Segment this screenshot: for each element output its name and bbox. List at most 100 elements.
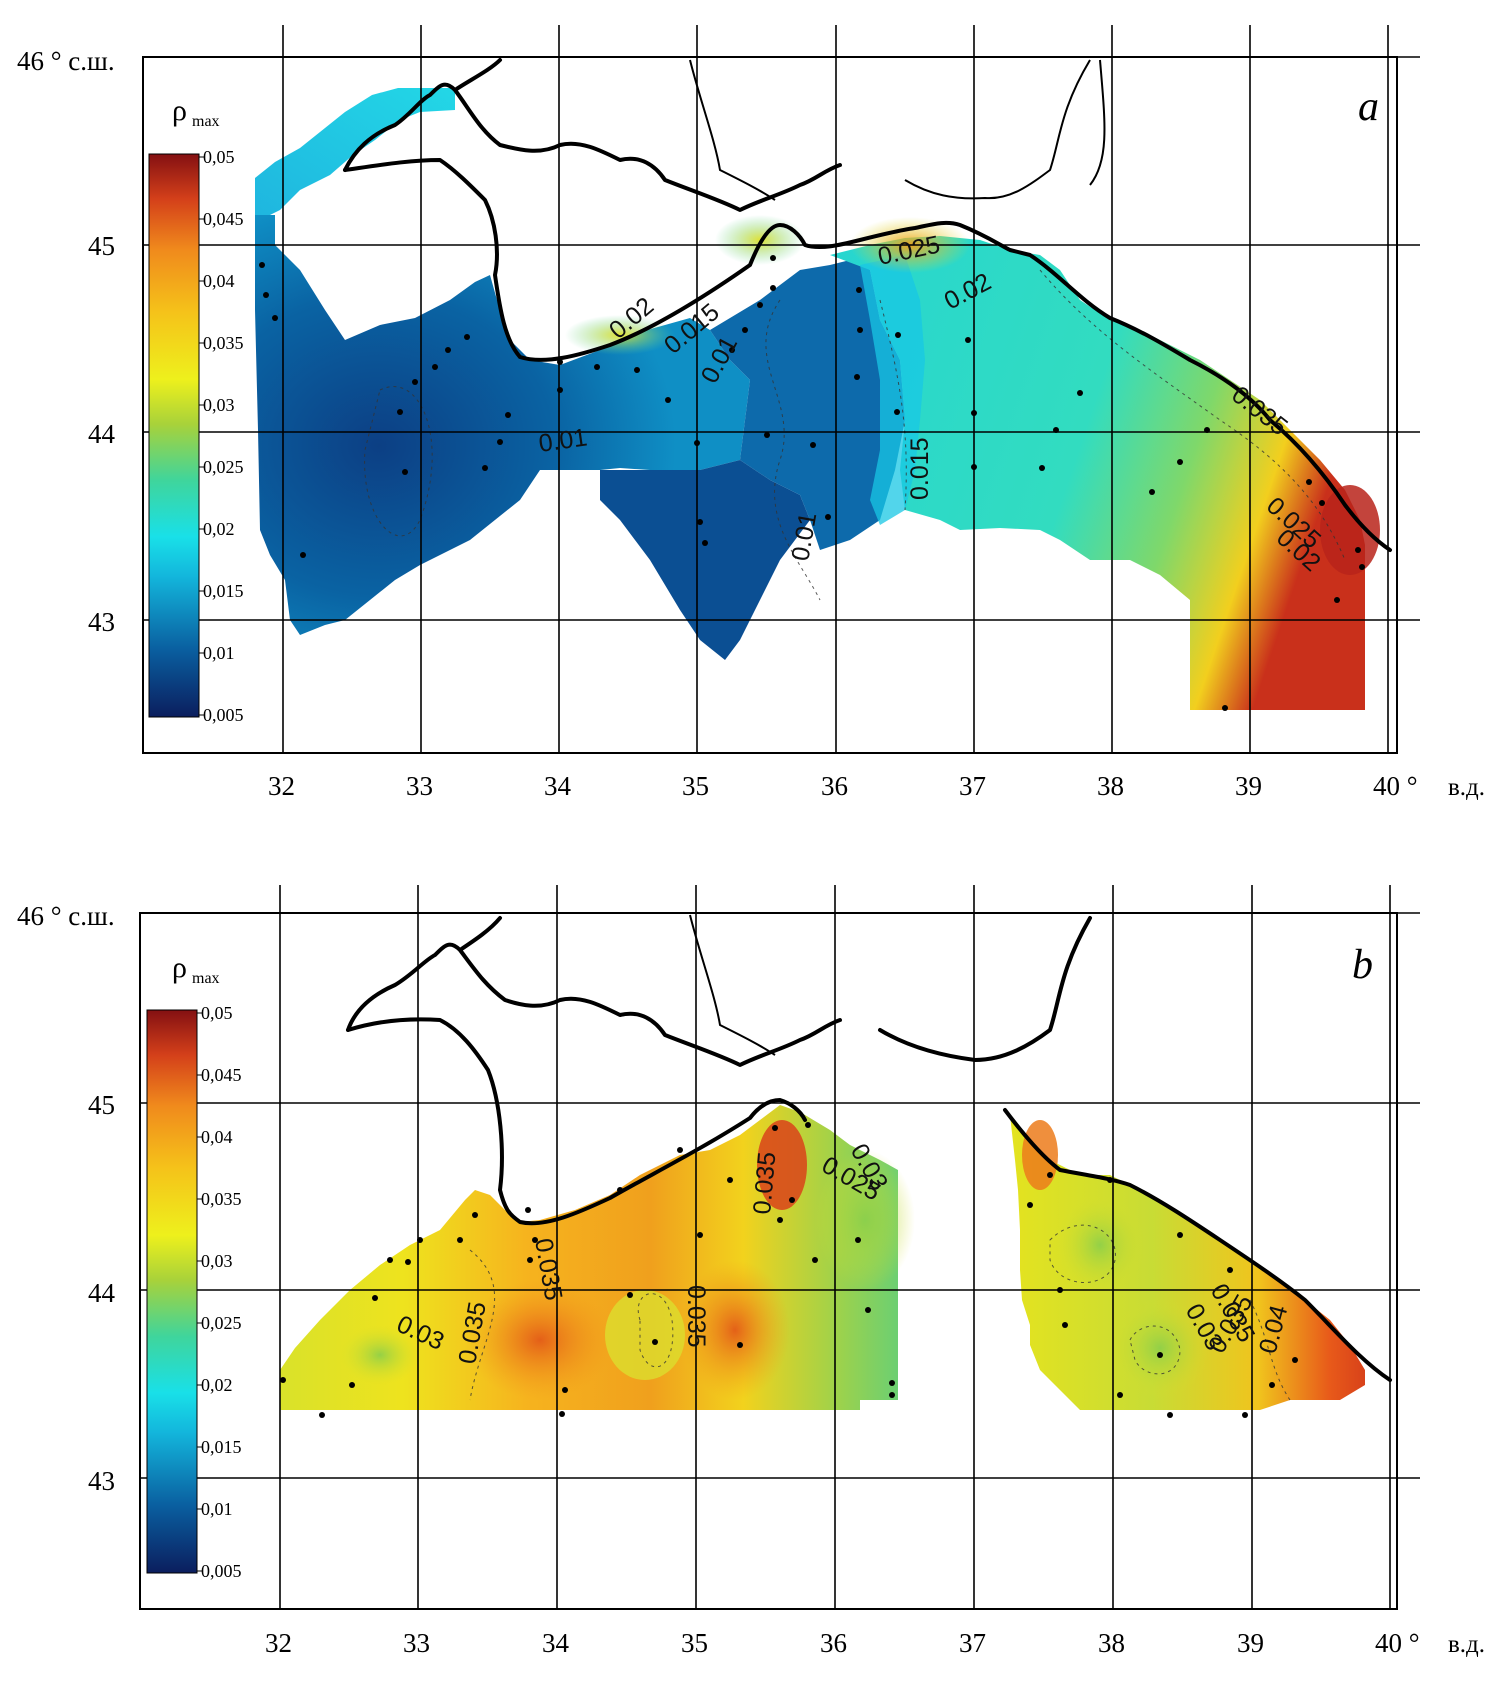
lon-label: 38: [1097, 771, 1124, 801]
lon-unit: в.д.: [1448, 1631, 1485, 1658]
panel-b-green-spot: [1110, 1298, 1210, 1398]
colorbar-tick-label: 0,05: [203, 147, 235, 167]
contour-label: 0.035: [682, 1285, 710, 1348]
panel-a-isoline: [364, 386, 433, 537]
panel-b-field-east: [1010, 1115, 1365, 1410]
lon-label: 40 °: [1375, 1628, 1420, 1658]
panel-b-green-spot: [1055, 1195, 1145, 1295]
colorbar-gradient: [146, 1009, 198, 1574]
colorbar-tick-label: 0,035: [203, 333, 244, 353]
colorbar-title: ρ: [172, 951, 187, 984]
colorbar-tick-label: 0,01: [203, 643, 235, 663]
colorbar-tick-label: 0,02: [201, 1375, 233, 1395]
lon-label: 35: [682, 771, 709, 801]
lat-label: 44: [88, 1278, 116, 1308]
panel-a-letter: a: [1358, 84, 1379, 130]
lon-label: 36: [821, 771, 848, 801]
lon-label: 33: [406, 771, 433, 801]
lon-label: 35: [681, 1628, 708, 1658]
lat-label: 46 ° с.ш.: [17, 46, 115, 76]
panel-b-orange-spot: [1022, 1120, 1058, 1190]
panel-b-hot-spot: [757, 1120, 807, 1210]
colorbar-title: ρ: [172, 94, 187, 127]
lon-label: 36: [820, 1628, 847, 1658]
colorbar-tick-label: 0,015: [201, 1437, 242, 1457]
lon-label: 34: [544, 771, 572, 801]
panel-b-graticule: [140, 885, 1420, 1609]
lat-label: 44: [88, 419, 116, 449]
panel-b-green-spot: [815, 1150, 915, 1290]
panel-b-azov-coast: [689, 914, 776, 1056]
panel-a-field-central: [710, 260, 905, 550]
lat-label: 45: [88, 1090, 115, 1120]
colorbar-subtitle: max: [192, 970, 220, 987]
colorbar-tick-label: 0,03: [201, 1251, 233, 1271]
lon-label: 37: [959, 771, 986, 801]
panel-b-stations: [280, 1122, 1298, 1418]
panel-b: 0.035 0.03 0.025 0.035 0.035 0.035 0.03 …: [17, 885, 1485, 1658]
panel-a-crimea-north: [343, 58, 842, 212]
panel-a-yellow-spot-2: [565, 315, 675, 355]
panel-a-field-ring: [860, 255, 925, 525]
colorbar-tick-label: 0,05: [201, 1003, 233, 1023]
panel-a-field-trough: [600, 460, 810, 660]
panel-b-contour-labels: 0.035 0.03 0.025 0.035 0.035 0.035 0.03 …: [392, 1139, 1293, 1366]
panel-a-field-east: [830, 236, 1365, 710]
panel-a-crimea-coastline: [343, 158, 1392, 552]
panel-a-lon-labels: 32 33 34 35 36 37 38 39 40 ° в.д.: [268, 771, 1485, 801]
colorbar-subtitle: max: [192, 113, 220, 130]
panel-a-azov-coast: [689, 59, 1106, 201]
panel-a: 0.025 0.02 0.02 0.015 0.01 0.01 0.015 0.…: [17, 25, 1485, 801]
colorbar-tick-label: 0,045: [203, 209, 244, 229]
panel-b-isoline: [1049, 1224, 1116, 1283]
colorbar-tick-label: 0,03: [203, 395, 235, 415]
panel-b-hot-spot: [465, 1280, 615, 1400]
panel-a-field-west: [255, 215, 750, 635]
colorbar-tick-label: 0,01: [201, 1499, 233, 1519]
panel-b-crimea-coastline: [346, 1017, 1392, 1382]
lat-label: 43: [88, 1466, 115, 1496]
panel-a-isoline: [765, 299, 821, 601]
lat-label: 43: [88, 607, 115, 637]
panel-b-colorbar: ρ max 0,05 0,045 0,04 0,035 0,03 0,025 0,02 0,0…: [146, 951, 242, 1581]
lon-unit: в.д.: [1448, 774, 1485, 801]
colorbar-tick-label: 0,04: [203, 271, 235, 291]
panel-b-green-spot: [340, 1325, 420, 1385]
panel-b-lon-labels: 32 33 34 35 36 37 38 39 40 ° в.д.: [265, 1628, 1485, 1658]
colorbar-tick-label: 0,015: [203, 581, 244, 601]
panel-a-stations: [259, 255, 1365, 711]
panel-b-yellow-spot: [605, 1290, 685, 1380]
lon-label: 39: [1237, 1628, 1264, 1658]
colorbar-gradient: [148, 153, 200, 718]
contour-label: 0.01: [537, 423, 589, 458]
panel-a-graticule: [143, 25, 1420, 753]
panel-a-isoline: [879, 299, 907, 511]
panel-b-isoline: [637, 1293, 674, 1368]
panel-a-lat-labels: 46 ° с.ш. 45 44 43: [17, 46, 116, 637]
lon-label: 37: [959, 1628, 986, 1658]
contour-label: 0.035: [748, 1151, 781, 1216]
lon-label: 38: [1098, 1628, 1125, 1658]
colorbar-tick-label: 0,005: [201, 1561, 242, 1581]
colorbar-tick-label: 0,025: [201, 1313, 242, 1333]
panel-a-hot-spot: [1320, 485, 1380, 575]
colorbar-tick-label: 0,025: [203, 457, 244, 477]
colorbar-tick-label: 0,045: [201, 1065, 242, 1085]
contour-label: 0.015: [906, 437, 934, 500]
lon-label: 32: [265, 1628, 292, 1658]
lat-label: 45: [88, 231, 115, 261]
lon-label: 39: [1235, 771, 1262, 801]
lon-label: 34: [542, 1628, 570, 1658]
colorbar-tick-label: 0,02: [203, 519, 235, 539]
panel-b-crimea-north: [346, 916, 1092, 1067]
colorbar-tick-label: 0,005: [203, 705, 244, 725]
panel-a-colorbar: ρ max 0,05 0,045 0,04 0,035 0,03 0,025 0,02 0,0…: [148, 94, 244, 725]
panel-b-hot-spot: [680, 1260, 790, 1400]
panel-b-lat-labels: 46 ° с.ш. 45 44 43: [17, 901, 116, 1496]
colorbar-tick-label: 0,035: [201, 1189, 242, 1209]
lon-label: 33: [403, 1628, 430, 1658]
panel-b-letter: b: [1352, 942, 1373, 988]
lon-label: 32: [268, 771, 295, 801]
lon-label: 40 °: [1373, 771, 1418, 801]
